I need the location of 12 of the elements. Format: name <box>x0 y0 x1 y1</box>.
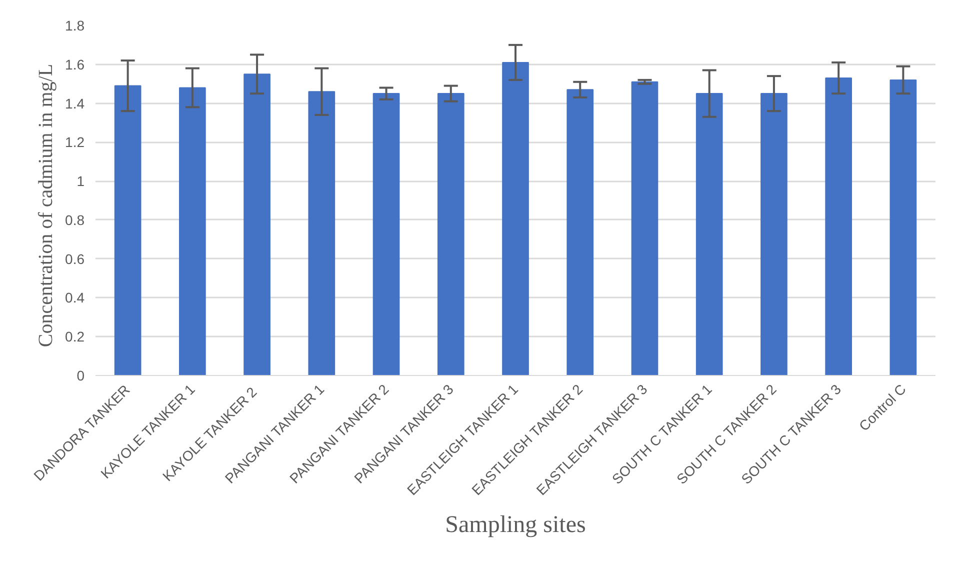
y-tick-label: 1.8 <box>65 18 85 34</box>
y-axis-title: Concentration of cadmium in mg/L <box>35 64 58 348</box>
y-tick-label: 1.2 <box>65 134 85 150</box>
y-tick-label: 0.2 <box>65 328 85 345</box>
y-tick-label: 0 <box>76 368 85 384</box>
y-tick-label: 0.8 <box>65 212 85 228</box>
y-tick-label: 1.4 <box>65 95 85 112</box>
y-tick-label: 0.4 <box>65 290 85 306</box>
y-tick-label: 0.6 <box>65 250 85 267</box>
x-axis-title: Sampling sites <box>445 512 586 538</box>
y-tick-label: 1 <box>76 173 85 190</box>
y-tick-label: 1.6 <box>65 56 85 72</box>
